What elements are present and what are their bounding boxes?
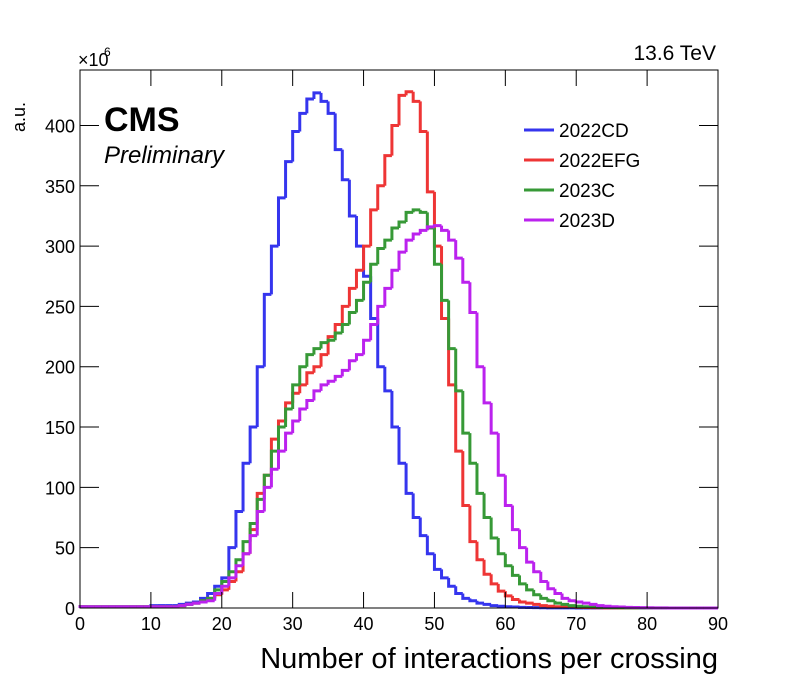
histogram-bin — [498, 606, 505, 607]
y-tick-label: 100 — [45, 478, 75, 498]
y-tick-label: 250 — [45, 297, 75, 317]
status-label: Preliminary — [104, 142, 226, 169]
y-multiplier-exponent: 6 — [104, 45, 111, 59]
histogram-bin — [590, 603, 597, 604]
histogram-bin — [208, 601, 215, 602]
x-tick-label: 50 — [424, 614, 444, 634]
legend-label: 2023C — [559, 181, 615, 202]
histogram-bin — [541, 604, 548, 605]
histogram-bin — [484, 603, 491, 604]
y-tick-label: 200 — [45, 358, 75, 378]
histogram-bin — [491, 604, 498, 605]
x-tick-label: 90 — [708, 614, 728, 634]
histogram-bin — [597, 604, 604, 605]
y-tick-label: 400 — [45, 116, 75, 136]
histogram-bin — [555, 606, 562, 607]
histogram-bin — [527, 602, 534, 603]
histogram-bin — [583, 602, 590, 603]
x-tick-label: 80 — [637, 614, 657, 634]
histogram-bin — [201, 602, 208, 603]
histogram-bin — [576, 606, 583, 607]
legend-label: 2023D — [559, 211, 615, 232]
histogram-bin — [534, 603, 541, 604]
histogram-bin — [569, 604, 576, 605]
x-tick-label: 0 — [75, 614, 85, 634]
energy-label: 13.6 TeV — [633, 42, 716, 65]
histogram-bin — [562, 603, 569, 604]
histogram-bin — [576, 601, 583, 602]
y-tick-label: 0 — [65, 599, 75, 619]
x-tick-label: 20 — [212, 614, 232, 634]
x-tick-label: 30 — [283, 614, 303, 634]
histogram-bin — [193, 603, 200, 604]
histogram-bin — [186, 604, 193, 605]
x-tick-label: 60 — [495, 614, 515, 634]
y-tick-label: 300 — [45, 237, 75, 257]
legend-label: 2022EFG — [559, 151, 640, 172]
x-tick-label: 70 — [566, 614, 586, 634]
legend-label: 2022CD — [559, 121, 629, 142]
y-axis-label: a.u. — [9, 102, 29, 132]
histogram-bin — [605, 606, 612, 607]
x-tick-label: 10 — [141, 614, 161, 634]
histogram-bin — [505, 606, 512, 607]
experiment-label: CMS — [104, 101, 180, 139]
histogram-bin — [548, 606, 555, 607]
y-tick-label: 50 — [55, 539, 75, 559]
histogram-bin — [612, 606, 619, 607]
y-tick-label: 350 — [45, 177, 75, 197]
x-axis-label: Number of interactions per crossing — [260, 643, 718, 675]
histogram-bin — [583, 606, 590, 607]
x-tick-label: 40 — [354, 614, 374, 634]
histogram-bin — [179, 606, 186, 607]
y-tick-label: 150 — [45, 418, 75, 438]
